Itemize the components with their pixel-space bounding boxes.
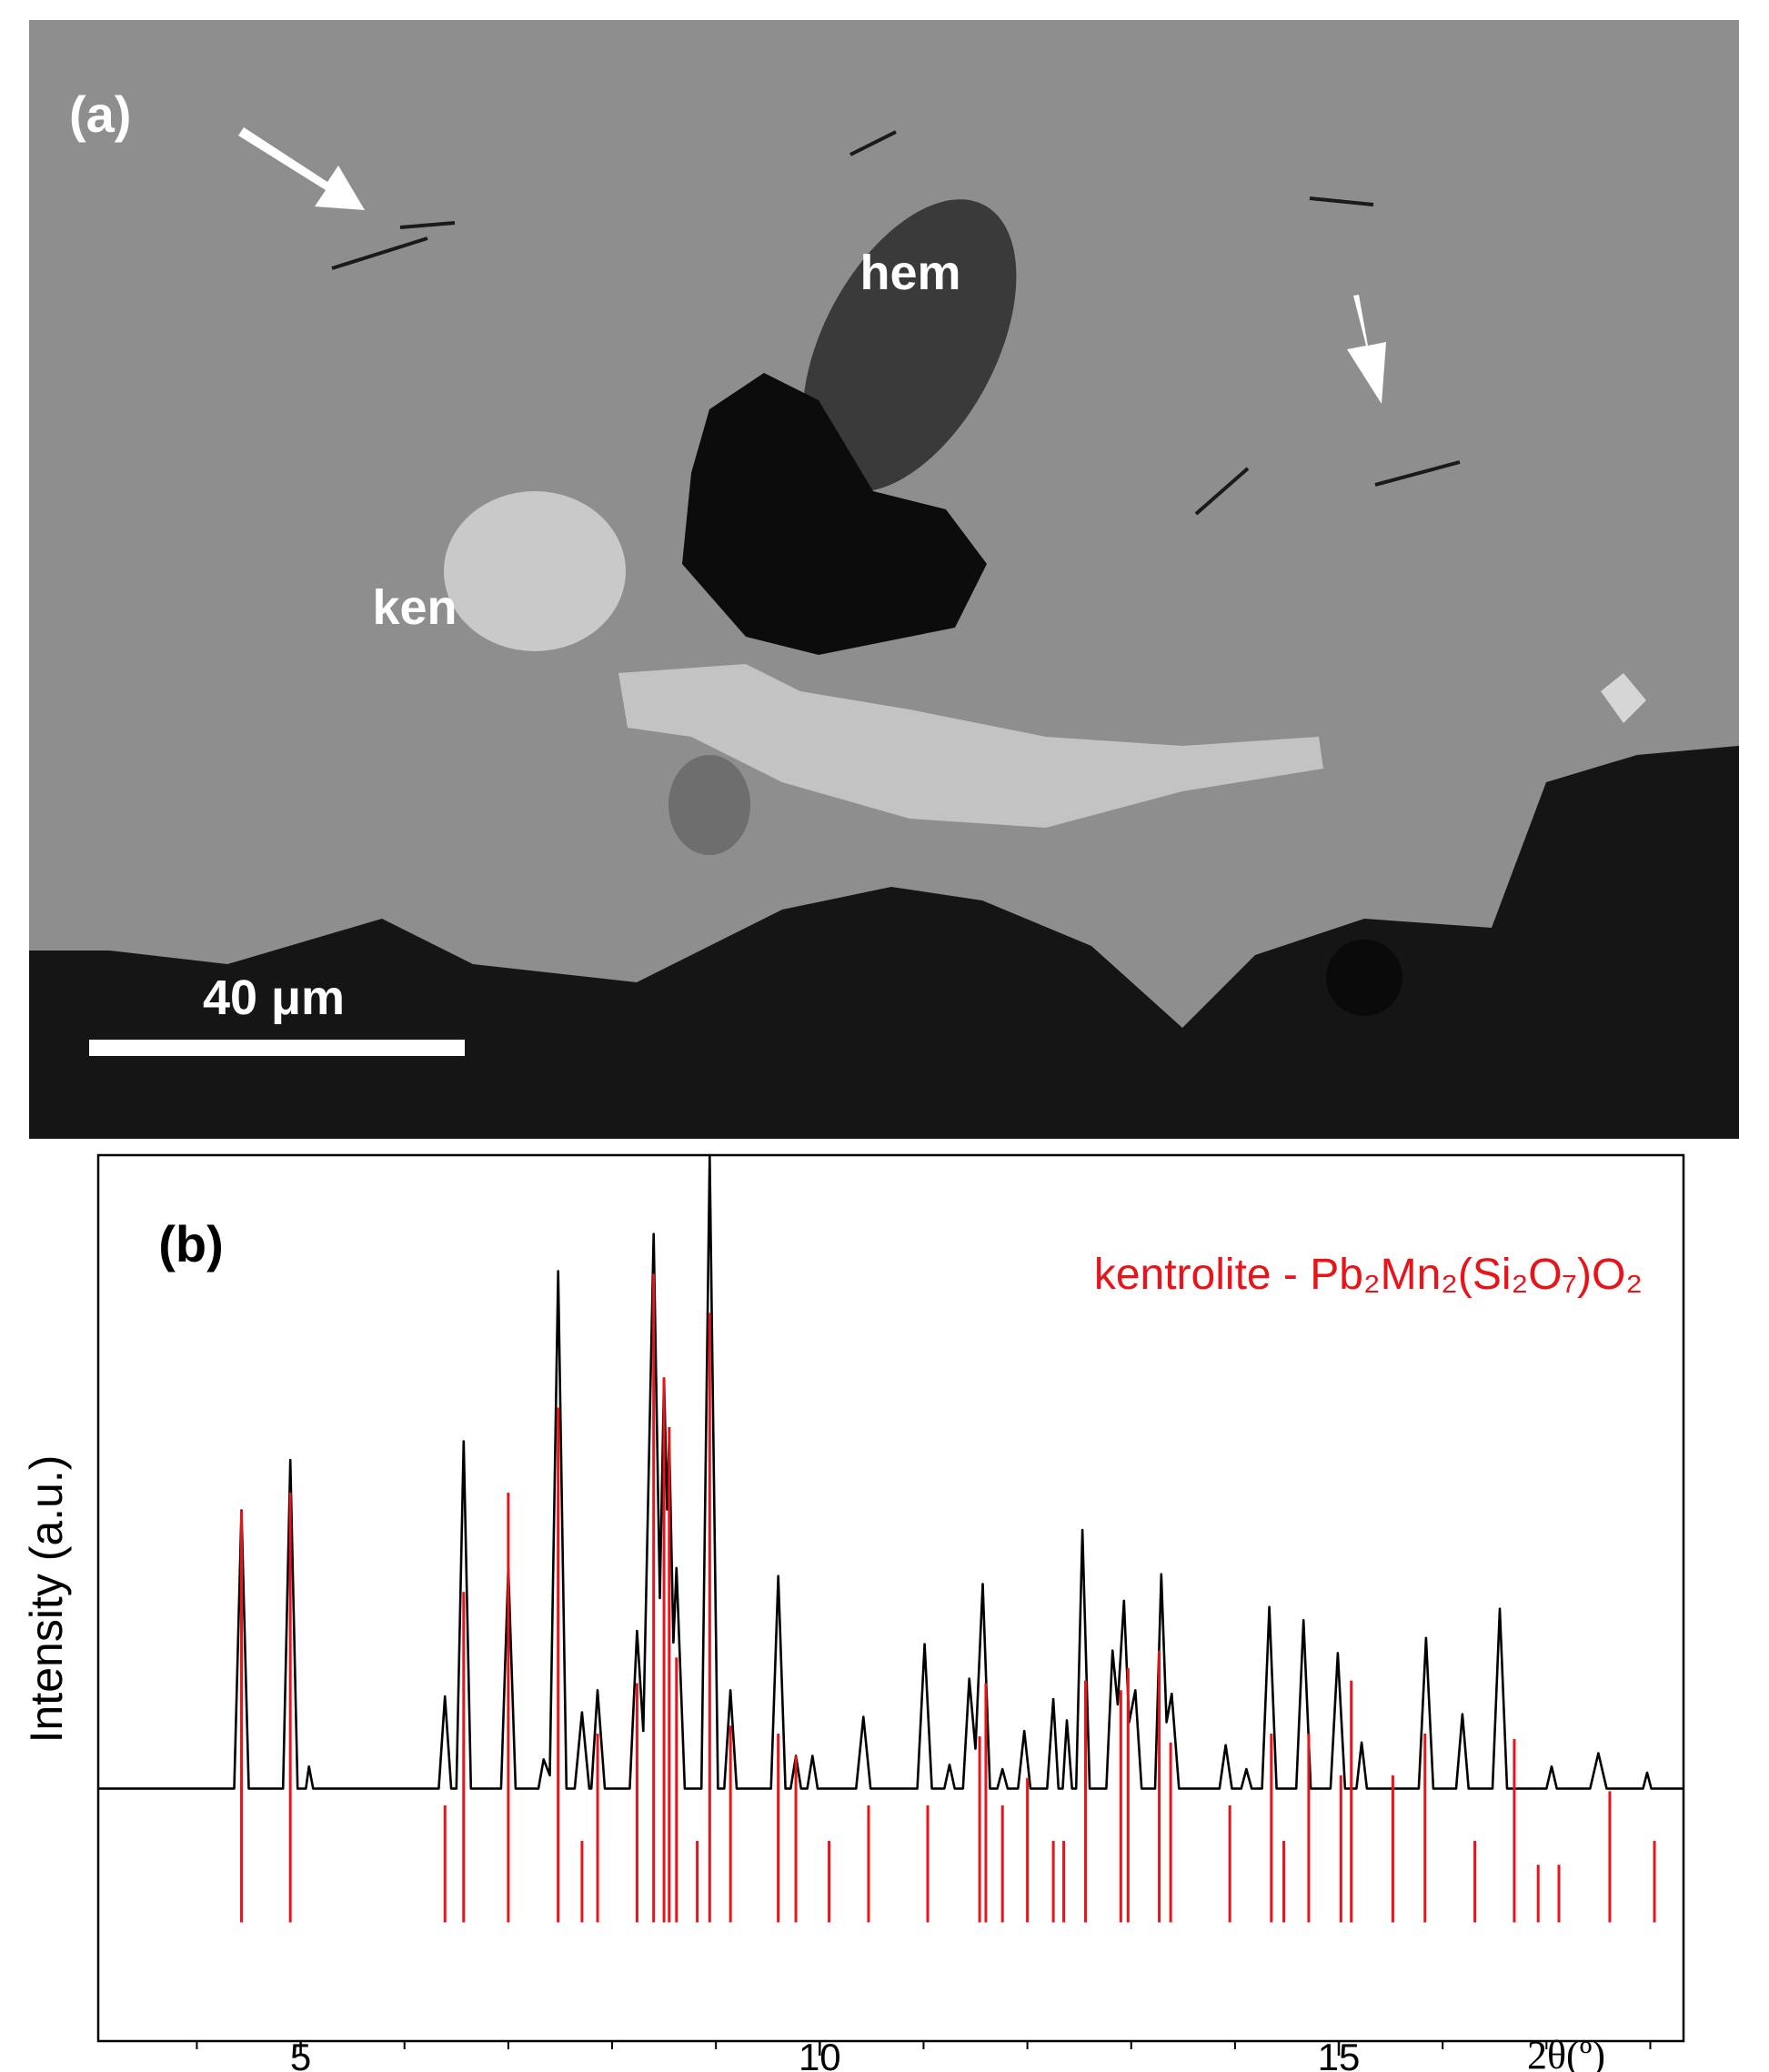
sem-image: 40 μm (a) hem ken <box>29 20 1739 1139</box>
xrd-trace <box>98 1153 1684 1790</box>
ken-band <box>618 664 1323 828</box>
crystal <box>1601 673 1646 723</box>
scale-bar-label: 40 μm <box>203 971 345 1025</box>
annotation: hem <box>859 246 960 300</box>
void <box>1326 940 1402 1016</box>
scale-bar <box>89 1040 465 1056</box>
inclusion <box>668 755 750 855</box>
x-tick-label: 5 <box>290 2036 311 2072</box>
dark-grain <box>682 373 987 655</box>
x-tick-label: 15 <box>1318 2036 1361 2072</box>
hem-grain <box>802 199 1017 492</box>
panel-label: (a) <box>69 85 131 143</box>
x-tick-label: 10 <box>799 2036 841 2072</box>
annotation: ken <box>372 580 457 635</box>
legend-label: kentrolite - Pb₂Mn₂(Si₂O₇)O₂ <box>1094 1251 1643 1299</box>
x-axis-label: 2θ(º) <box>1527 2033 1605 2072</box>
panel-label: (b) <box>158 1215 224 1272</box>
needles <box>331 130 1461 516</box>
arrow <box>238 127 365 210</box>
ken-grain <box>444 491 626 651</box>
y-axis-label: Intensity (a.u.) <box>21 1455 72 1744</box>
plot-frame <box>96 1153 1685 2043</box>
arrow <box>1347 295 1386 404</box>
